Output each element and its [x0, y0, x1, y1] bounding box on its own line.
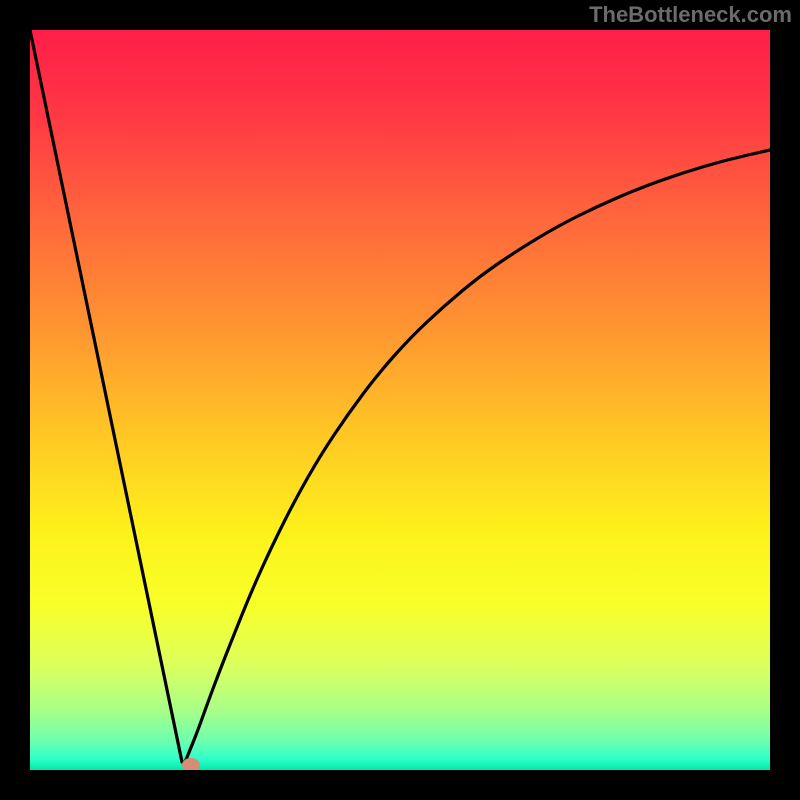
chart-container: TheBottleneck.com — [0, 0, 800, 800]
watermark-text: TheBottleneck.com — [589, 2, 792, 28]
bottleneck-curve — [30, 30, 770, 770]
plot-area — [30, 30, 770, 770]
